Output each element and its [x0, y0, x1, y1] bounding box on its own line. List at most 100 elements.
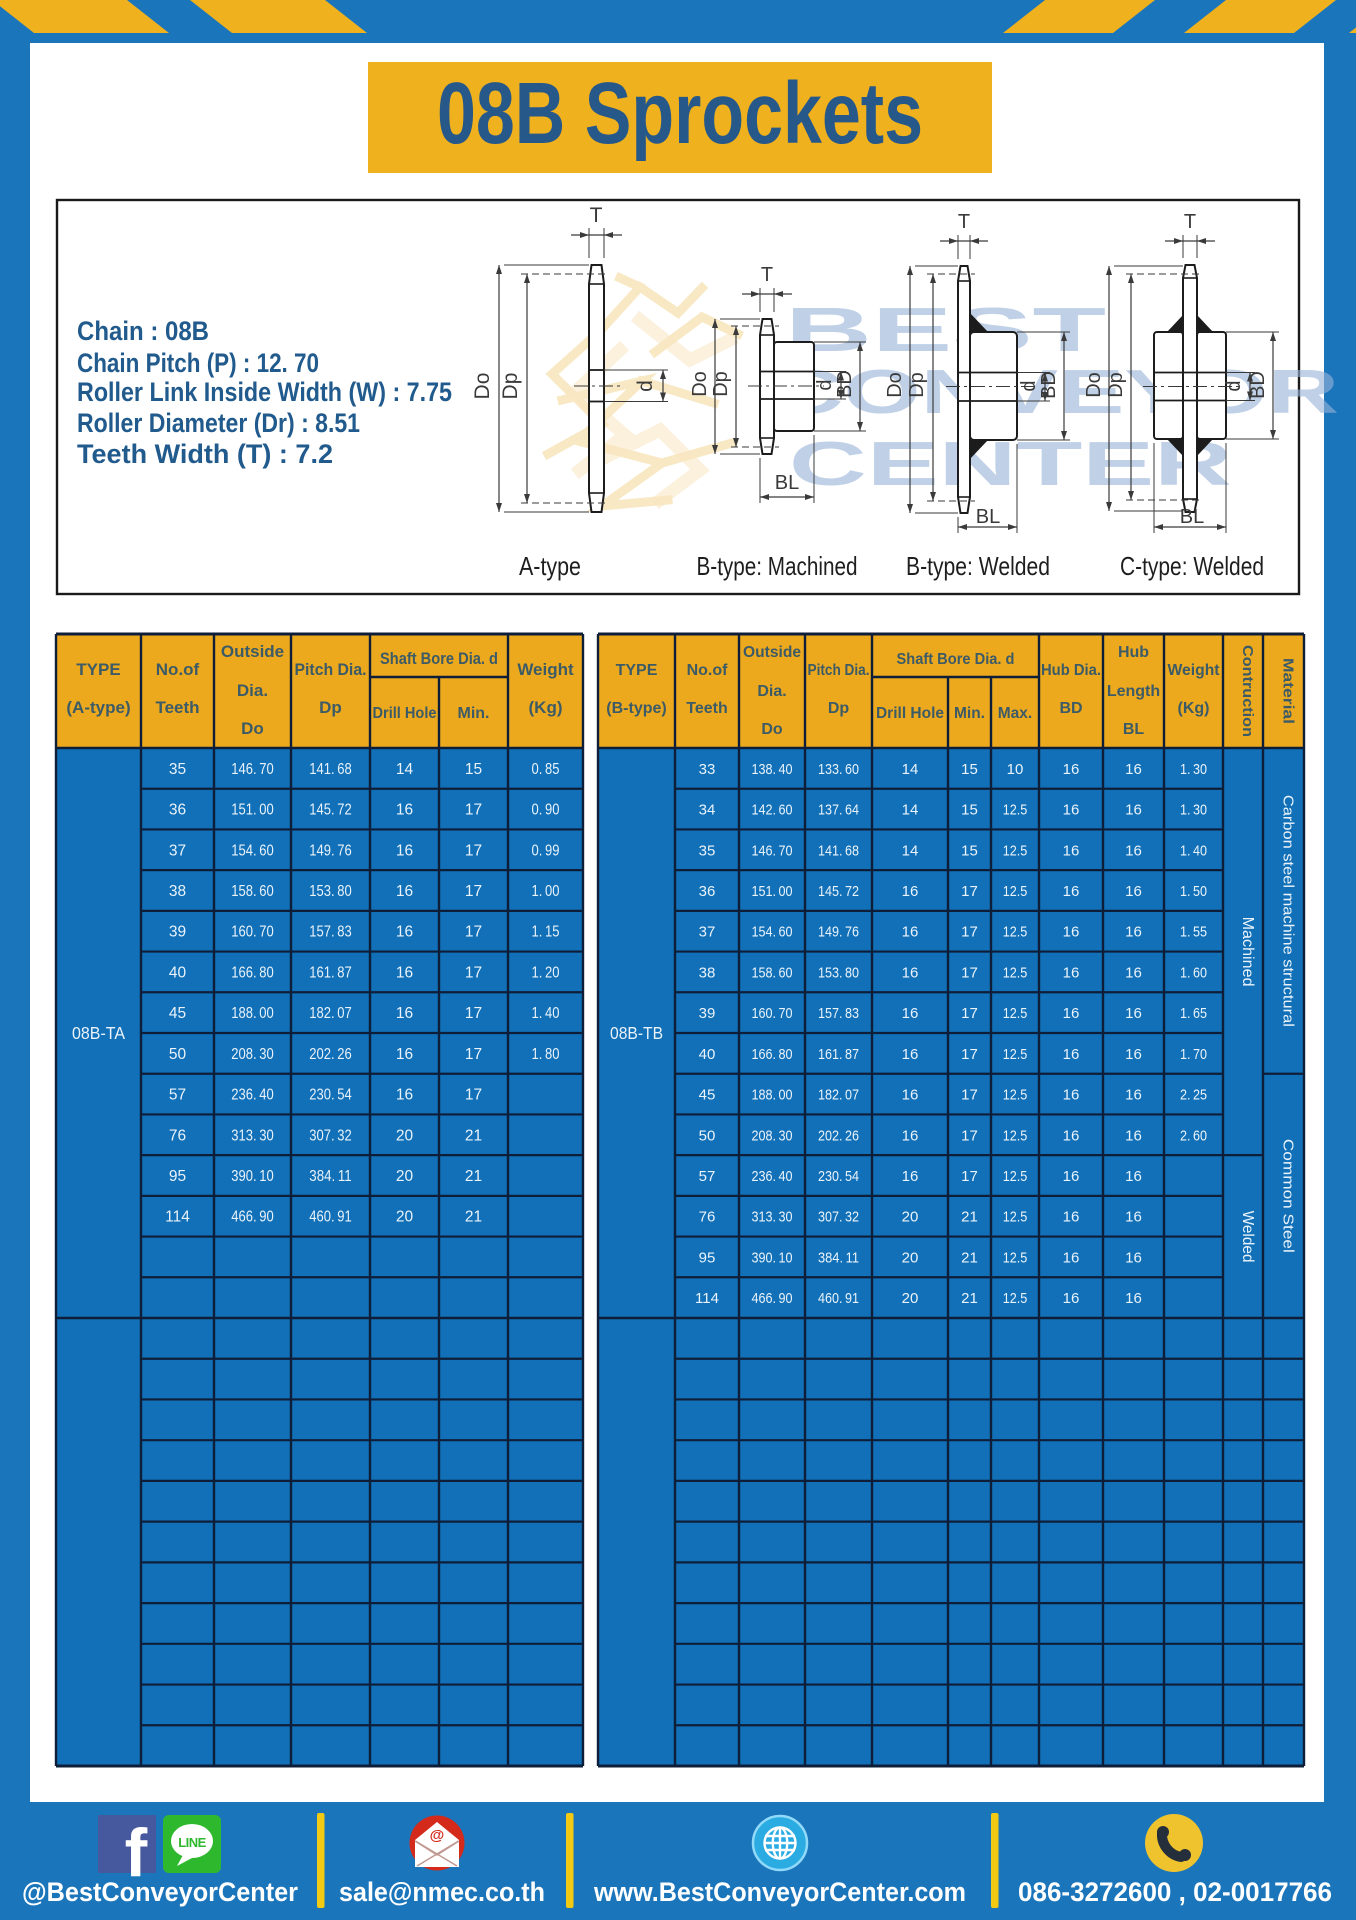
svg-text:17: 17 [961, 883, 978, 900]
svg-text:460. 91: 460. 91 [818, 1290, 859, 1307]
svg-text:307. 32: 307. 32 [309, 1127, 351, 1144]
svg-text:12.5: 12.5 [1003, 1249, 1028, 1266]
svg-text:182. 07: 182. 07 [309, 1005, 351, 1022]
svg-text:149. 76: 149. 76 [818, 924, 859, 941]
svg-text:Welded: Welded [1239, 1211, 1256, 1263]
svg-text:15: 15 [961, 842, 978, 859]
svg-text:142. 60: 142. 60 [751, 802, 792, 819]
svg-text:114: 114 [165, 1209, 190, 1226]
svg-text:CONVEYOR: CONVEYOR [772, 358, 1339, 427]
svg-text:16: 16 [1125, 1290, 1142, 1307]
svg-text:17: 17 [465, 924, 482, 941]
svg-text:313. 30: 313. 30 [751, 1209, 792, 1226]
svg-text:17: 17 [465, 883, 482, 900]
svg-text:16: 16 [1125, 1046, 1142, 1063]
svg-text:17: 17 [961, 1087, 978, 1104]
svg-text:15: 15 [961, 761, 978, 778]
svg-text:21: 21 [961, 1249, 978, 1266]
svg-text:16: 16 [1125, 761, 1142, 778]
svg-text:BL: BL [1123, 721, 1145, 738]
svg-text:12.5: 12.5 [1003, 883, 1028, 900]
svg-text:1. 40: 1. 40 [1180, 842, 1207, 859]
svg-text:188. 00: 188. 00 [231, 1005, 274, 1022]
svg-text:40: 40 [699, 1046, 716, 1063]
svg-text:17: 17 [961, 964, 978, 981]
svg-text:16: 16 [902, 1127, 919, 1144]
svg-text:157. 83: 157. 83 [309, 924, 351, 941]
svg-text:16: 16 [396, 802, 413, 819]
svg-text:10: 10 [1007, 761, 1024, 778]
svg-text:37: 37 [169, 842, 186, 859]
svg-text:36: 36 [699, 883, 716, 900]
svg-text:158. 60: 158. 60 [751, 964, 792, 981]
svg-text:12.5: 12.5 [1003, 964, 1028, 981]
svg-text:33: 33 [699, 761, 716, 778]
svg-text:313. 30: 313. 30 [231, 1127, 274, 1144]
svg-text:T: T [1184, 211, 1196, 233]
svg-text:141. 68: 141. 68 [818, 842, 859, 859]
svg-text:1. 20: 1. 20 [532, 964, 560, 981]
svg-text:16: 16 [1125, 924, 1142, 941]
svg-text:17: 17 [465, 1005, 482, 1022]
svg-text:166. 80: 166. 80 [231, 964, 274, 981]
svg-text:202. 26: 202. 26 [309, 1046, 351, 1063]
svg-text:16: 16 [1125, 1209, 1142, 1226]
svg-text:@: @ [430, 1827, 445, 1844]
svg-text:0. 90: 0. 90 [532, 802, 560, 819]
svg-text:16: 16 [1063, 924, 1080, 941]
svg-text:16: 16 [1125, 1249, 1142, 1266]
svg-text:16: 16 [902, 1005, 919, 1022]
svg-text:390. 10: 390. 10 [231, 1168, 274, 1185]
svg-text:T: T [958, 211, 970, 233]
svg-text:145. 72: 145. 72 [818, 883, 859, 900]
svg-text:Chain : 08B: Chain : 08B [77, 316, 209, 346]
svg-text:1. 30: 1. 30 [1180, 761, 1207, 778]
svg-text:16: 16 [1125, 1127, 1142, 1144]
svg-text:16: 16 [1125, 1005, 1142, 1022]
svg-text:16: 16 [902, 1168, 919, 1185]
svg-text:Do: Do [689, 371, 711, 397]
svg-text:www.BestConveyorCenter.com: www.BestConveyorCenter.com [593, 1877, 966, 1907]
svg-text:16: 16 [902, 1046, 919, 1063]
svg-text:37: 37 [699, 924, 716, 941]
svg-text:Do: Do [884, 372, 906, 398]
svg-text:35: 35 [699, 842, 716, 859]
svg-text:50: 50 [699, 1127, 716, 1144]
svg-text:Dp: Dp [906, 372, 928, 398]
svg-text:16: 16 [1063, 761, 1080, 778]
svg-text:36: 36 [169, 802, 186, 819]
svg-text:BL: BL [775, 472, 799, 494]
svg-text:BL: BL [1180, 506, 1204, 528]
svg-text:CENTER: CENTER [789, 430, 1232, 499]
svg-text:1. 00: 1. 00 [532, 883, 560, 900]
svg-text:Weight: Weight [517, 660, 574, 679]
svg-text:20: 20 [902, 1209, 919, 1226]
svg-text:20: 20 [902, 1249, 919, 1266]
svg-text:1. 70: 1. 70 [1180, 1046, 1207, 1063]
svg-text:1. 80: 1. 80 [532, 1046, 560, 1063]
svg-text:20: 20 [396, 1168, 414, 1185]
svg-text:Carbon steel machine structur: Carbon steel machine structural [1280, 795, 1297, 1027]
svg-text:141. 68: 141. 68 [309, 761, 351, 778]
svg-text:A-type: A-type [519, 551, 581, 581]
svg-text:BD: BD [1247, 371, 1269, 399]
svg-text:C-type: Welded: C-type: Welded [1120, 551, 1264, 581]
svg-text:Max.: Max. [998, 705, 1032, 722]
svg-text:236. 40: 236. 40 [751, 1168, 792, 1185]
svg-text:Roller Link Inside Width (W): Roller Link Inside Width (W) : 7.75 [77, 377, 452, 407]
svg-text:T: T [590, 204, 603, 227]
svg-text:16: 16 [1125, 964, 1142, 981]
svg-text:(A-type): (A-type) [66, 698, 130, 717]
svg-text:17: 17 [961, 1168, 978, 1185]
svg-text:12.5: 12.5 [1003, 1290, 1028, 1307]
svg-text:166. 80: 166. 80 [751, 1046, 792, 1063]
svg-text:12.5: 12.5 [1003, 1046, 1028, 1063]
svg-text:No.of: No.of [687, 662, 729, 679]
svg-text:16: 16 [1125, 842, 1142, 859]
svg-text:Dp: Dp [828, 700, 850, 717]
svg-text:LINE: LINE [178, 1835, 206, 1850]
svg-text:39: 39 [169, 924, 186, 941]
svg-text:Dp: Dp [319, 698, 342, 717]
svg-text:230. 54: 230. 54 [818, 1168, 859, 1185]
svg-text:384. 11: 384. 11 [309, 1168, 351, 1185]
